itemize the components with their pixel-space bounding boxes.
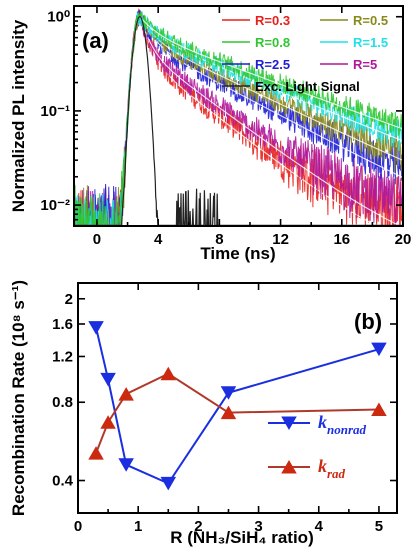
legend-label: R=0.5 bbox=[353, 13, 388, 28]
legend-item: R=0.3 bbox=[222, 13, 290, 28]
panel-a-y-title: Normalized PL intensity bbox=[9, 19, 28, 212]
rate-data-point bbox=[160, 476, 177, 491]
panel-a-y-tick-label: 10⁻¹ bbox=[40, 103, 70, 120]
rate-data-point bbox=[220, 386, 237, 400]
panel-a-x-tick-label: 8 bbox=[215, 231, 223, 248]
legend-item: R=0.5 bbox=[320, 13, 388, 28]
panel-a-x-tick-label: 20 bbox=[395, 231, 412, 248]
panel-b-x-tick-label: 3 bbox=[254, 518, 262, 535]
rate-series-line bbox=[95, 372, 379, 454]
rate-series bbox=[88, 366, 387, 460]
legend-item: knonrad bbox=[268, 412, 367, 437]
pl-decay-fit bbox=[130, 16, 402, 226]
legend-item: krad bbox=[268, 456, 346, 481]
panel-a-x-tick-label: 4 bbox=[154, 231, 163, 248]
panel-b-frame bbox=[77, 282, 398, 514]
rate-data-point bbox=[160, 366, 177, 381]
panel-a-y-ticks: 10⁻² 10⁻¹ 10⁰ bbox=[40, 9, 403, 221]
panel-b-x-tick-label: 0 bbox=[74, 518, 82, 535]
rate-data-point bbox=[100, 415, 116, 429]
legend-label: krad bbox=[318, 456, 346, 481]
panel-b-legend: knonrad krad bbox=[268, 412, 367, 481]
rate-data-point bbox=[220, 405, 237, 420]
panel-a-x-ticks: 0 4 8 12 16 20 bbox=[93, 6, 412, 248]
panel-b-y-tick-label: 1.2 bbox=[52, 348, 73, 365]
legend-swatch-marker bbox=[281, 416, 297, 431]
panel-b-y-tick-label: 1.6 bbox=[52, 316, 73, 333]
legend-item: R=5 bbox=[320, 57, 377, 72]
legend-label: R=0.3 bbox=[255, 13, 290, 28]
legend-label: R=1.5 bbox=[353, 35, 388, 50]
panel-a-x-tick-label: 16 bbox=[333, 231, 350, 248]
rate-data-point bbox=[88, 446, 104, 460]
panel-b-label: (b) bbox=[354, 309, 382, 334]
panel-b-x-tick-label: 5 bbox=[375, 518, 383, 535]
legend-item: R=2.5 bbox=[222, 57, 290, 72]
panel-a: 0 4 8 12 16 20 10⁻² 10⁻¹ 10⁰ (a) Time (ns) Norm… bbox=[9, 5, 412, 263]
panel-b-x-tick-label: 1 bbox=[134, 518, 142, 535]
panel-b-y-tick-label: 0.4 bbox=[52, 473, 74, 490]
legend-item: R=0.8 bbox=[222, 35, 290, 50]
pl-decay-fit bbox=[130, 16, 403, 130]
legend-label: R=0.8 bbox=[255, 35, 290, 50]
rate-data-point bbox=[371, 402, 387, 417]
panel-b: 0 1 2 3 4 5 0.4 0.8 1.2 1.6 2 (b) R (NH₃/SiH₄ rat… bbox=[9, 280, 398, 547]
panel-a-y-tick-label: 10⁰ bbox=[47, 9, 70, 26]
legend-swatch-marker bbox=[281, 459, 297, 474]
rate-data-point bbox=[118, 458, 134, 472]
rate-series-line bbox=[95, 327, 380, 485]
panel-b-y-tick-label: 0.8 bbox=[52, 394, 73, 411]
legend-label: Exc. Light Signal bbox=[255, 79, 360, 94]
panel-a-x-tick-label: 0 bbox=[93, 231, 101, 248]
legend-item: R=1.5 bbox=[320, 35, 388, 50]
rate-data-point bbox=[100, 372, 116, 387]
rate-data-point bbox=[88, 321, 104, 335]
panel-b-y-ticks: 0.4 0.8 1.2 1.6 2 bbox=[52, 291, 397, 490]
rate-series bbox=[88, 321, 387, 491]
pl-decay-fit bbox=[130, 16, 378, 226]
panel-b-x-tick-label: 4 bbox=[315, 518, 324, 535]
panel-b-x-ticks: 0 1 2 3 4 5 bbox=[74, 283, 383, 535]
legend-label: R=2.5 bbox=[255, 57, 290, 72]
rate-data-point bbox=[371, 342, 387, 357]
panel-a-x-tick-label: 12 bbox=[272, 231, 289, 248]
legend-item: Exc. Light Signal bbox=[222, 79, 360, 94]
legend-label: knonrad bbox=[318, 412, 367, 437]
rate-data-point bbox=[118, 387, 134, 401]
panel-a-label: (a) bbox=[82, 28, 109, 53]
panel-b-y-title: Recombination Rate (10⁸ s⁻¹) bbox=[9, 280, 28, 516]
panel-a-x-title: Time (ns) bbox=[200, 244, 275, 263]
panel-b-x-tick-label: 2 bbox=[194, 518, 202, 535]
panel-b-x-title: R (NH₃/SiH₄ ratio) bbox=[170, 528, 313, 547]
panel-b-series bbox=[88, 321, 387, 491]
panel-a-legend: R=0.3 R=0.5 R=0.8 R=1.5 R=2.5 R=5 Exc. Light S… bbox=[222, 13, 388, 94]
legend-label: R=5 bbox=[353, 57, 377, 72]
panel-b-y-tick-label: 2 bbox=[65, 291, 73, 308]
pl-decay-fit bbox=[130, 16, 403, 142]
panel-a-y-tick-label: 10⁻² bbox=[40, 197, 70, 214]
